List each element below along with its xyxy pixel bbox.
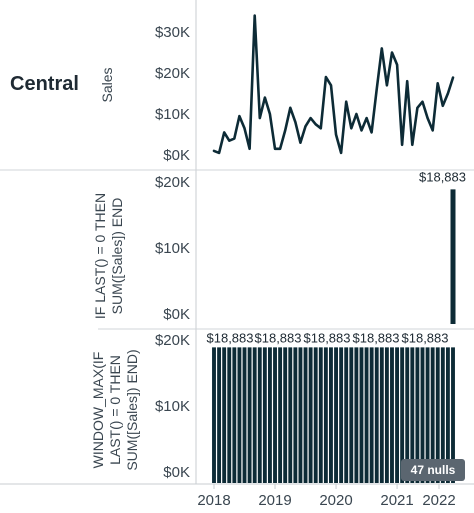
window-max-bar	[430, 347, 435, 483]
window-max-bar	[262, 347, 267, 483]
last-month-bar-label: $18,883	[419, 169, 466, 184]
panel2-axis-title-line2: SUM([Sales]) END	[109, 198, 125, 315]
panel3-axis-title-line2: LAST() = 0 THEN	[107, 355, 123, 465]
window-max-bar	[318, 347, 323, 483]
window-max-bar	[349, 347, 354, 483]
window-max-bar	[374, 347, 379, 483]
window-max-bar	[420, 347, 425, 483]
window-max-bar	[451, 347, 455, 483]
window-max-bar	[339, 347, 344, 483]
x-tick-label: 2018	[197, 492, 230, 509]
window-max-bar	[267, 347, 272, 483]
window-max-bar	[278, 347, 283, 483]
window-max-bar	[435, 347, 440, 483]
window-max-bar-label: $18,883	[402, 330, 449, 345]
window-max-bar	[359, 347, 364, 483]
null-indicator-badge[interactable]	[401, 459, 465, 481]
window-max-bar-label: $18,883	[353, 330, 400, 345]
window-max-bar	[384, 347, 389, 483]
panel1-ytick-label: $20K	[155, 65, 190, 82]
window-max-bar	[329, 347, 333, 483]
panel2-bar-chart: $0K $10K $20K $18,883	[155, 169, 466, 324]
x-tick-label: 2021	[380, 492, 413, 509]
window-max-bar	[247, 347, 252, 483]
window-max-bar	[445, 347, 450, 483]
window-max-bar	[222, 347, 227, 483]
window-max-bar	[308, 347, 313, 483]
window-max-bar	[227, 347, 232, 483]
last-month-bar	[450, 189, 456, 324]
panel1-ytick-label: $30K	[155, 24, 190, 41]
window-max-bar	[257, 347, 262, 483]
window-max-bar	[405, 347, 410, 483]
window-max-bar	[390, 347, 394, 483]
panel3-ytick-label: $20K	[155, 332, 190, 349]
x-tick-label: 2022	[422, 492, 455, 509]
panel1-line-chart: $0K $10K $20K $30K	[155, 14, 455, 164]
panel3-ytick-label: $10K	[155, 398, 190, 415]
x-axis: 2018 2019 2020 2021 2022	[197, 484, 456, 509]
window-max-bar	[217, 347, 222, 483]
window-max-bar-label: $18,883	[255, 330, 302, 345]
window-max-bar	[237, 347, 242, 483]
window-max-bar	[293, 347, 298, 483]
window-max-bar	[303, 347, 308, 483]
panel2-ytick-label: $0K	[163, 306, 190, 323]
null-indicator-label[interactable]: 47 nulls	[411, 463, 456, 477]
window-max-bar	[288, 347, 293, 483]
window-max-bar	[212, 347, 216, 483]
window-max-bar	[344, 347, 349, 483]
window-max-bar	[273, 347, 277, 483]
window-max-bar	[232, 347, 237, 483]
window-max-bar	[440, 347, 445, 483]
sales-line	[212, 14, 455, 155]
window-max-bar	[334, 347, 338, 483]
null-indicator[interactable]: 47 nulls	[401, 459, 465, 481]
window-max-bar	[395, 347, 400, 483]
window-max-bar	[252, 347, 257, 483]
panel3-bar-chart: $0K$10K$20K $18,883 $18,883 $18,883 $18,883 $…	[155, 330, 455, 483]
window-max-bar-label: $18,883	[304, 330, 351, 345]
panel2-ytick-label: $10K	[155, 240, 190, 257]
window-max-bar	[354, 347, 359, 483]
panel2-ytick-label: $20K	[155, 174, 190, 191]
panel3-axis-title-line1: WINDOW_MAX(IF	[90, 352, 106, 469]
panel1-ytick-label: $10K	[155, 106, 190, 123]
window-max-bar	[364, 347, 369, 483]
panel1-axis-title: Sales	[99, 67, 115, 102]
window-max-bar-label: $18,883	[207, 330, 254, 345]
x-tick-label: 2020	[319, 492, 352, 509]
window-max-bar	[313, 347, 318, 483]
panel3-axis-title-line3: SUM([Sales]) END)	[124, 349, 140, 470]
window-max-bar	[425, 347, 430, 483]
x-tick-label: 2019	[258, 492, 291, 509]
window-max-bar	[410, 347, 415, 483]
panel2-axis-title-line1: IF LAST() = 0 THEN	[92, 193, 108, 319]
panel3-ytick-label: $0K	[163, 464, 190, 481]
row-header: Central	[10, 73, 79, 95]
window-max-bar	[379, 347, 384, 483]
window-max-bar	[369, 347, 374, 483]
panel1-ytick-label: $0K	[163, 147, 190, 164]
window-max-bar	[283, 347, 288, 483]
window-max-bar	[323, 347, 328, 483]
window-max-bar	[298, 347, 303, 483]
window-max-bar	[400, 347, 405, 483]
window-max-bar	[242, 347, 247, 483]
window-max-bar	[415, 347, 420, 483]
